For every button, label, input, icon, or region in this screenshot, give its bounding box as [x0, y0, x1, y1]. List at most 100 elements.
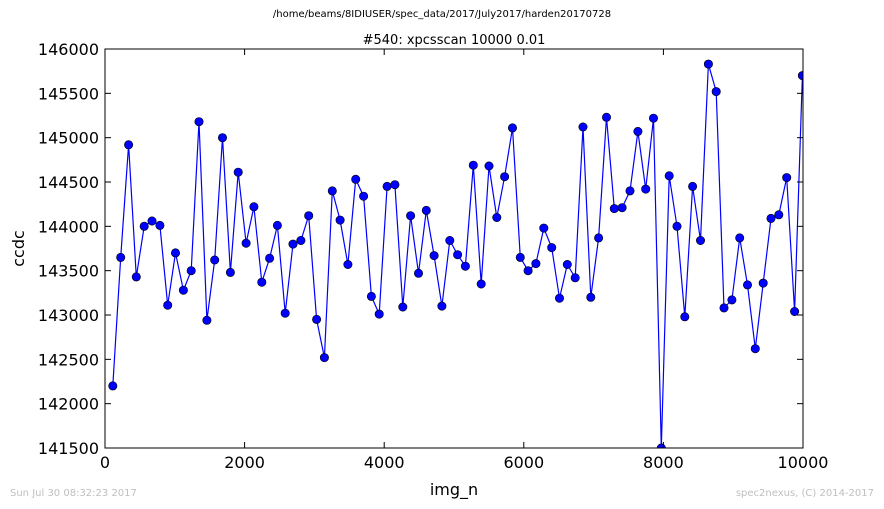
data-point: [648, 113, 658, 123]
data-point: [304, 211, 314, 221]
data-point: [500, 172, 510, 182]
data-point: [797, 71, 803, 81]
chart-title: #540: xpcsscan 10000 0.01: [363, 33, 546, 48]
data-point: [664, 171, 674, 181]
y-tick-label: 141500: [38, 439, 99, 458]
data-point: [421, 205, 431, 215]
data-point: [672, 221, 682, 231]
data-point: [453, 250, 463, 260]
data-point: [312, 314, 322, 324]
data-point: [523, 266, 533, 276]
data-point: [108, 381, 118, 391]
data-point: [774, 210, 784, 220]
data-point: [366, 291, 376, 301]
data-point: [766, 213, 776, 223]
data-point: [390, 180, 400, 190]
data-point: [186, 266, 196, 276]
data-point: [617, 203, 627, 213]
x-tick-label: 6000: [503, 453, 544, 472]
y-tick-label: 146000: [38, 40, 99, 59]
data-point: [194, 117, 204, 127]
data-point: [782, 173, 792, 183]
data-point: [319, 353, 329, 363]
figure-suptitle: /home/beams/8IDIUSER/spec_data/2017/July…: [272, 9, 612, 20]
data-point: [531, 259, 541, 269]
data-point: [562, 259, 572, 269]
data-point: [703, 59, 713, 69]
data-point: [492, 213, 502, 223]
data-point: [507, 123, 517, 133]
data-point: [758, 278, 768, 288]
data-point: [343, 259, 353, 269]
data-point: [460, 261, 470, 271]
data-point: [233, 167, 243, 177]
data-point: [374, 309, 384, 319]
data-point: [570, 273, 580, 283]
x-tick-label: 4000: [364, 453, 405, 472]
data-point: [327, 186, 337, 196]
data-point: [131, 272, 141, 282]
data-point: [210, 255, 220, 265]
data-point: [601, 112, 611, 122]
data-point: [735, 233, 745, 243]
data-point: [225, 267, 235, 277]
data-point: [680, 312, 690, 322]
y-tick-label: 143000: [38, 306, 99, 325]
data-point: [437, 301, 447, 311]
data-point: [171, 248, 181, 258]
y-tick-label: 144500: [38, 173, 99, 192]
x-tick-label: 2000: [224, 453, 265, 472]
data-point: [398, 302, 408, 312]
data-point: [429, 251, 439, 261]
data-point: [594, 233, 604, 243]
data-point: [139, 221, 149, 231]
data-point: [742, 280, 752, 290]
data-point: [688, 181, 698, 191]
data-point: [351, 174, 361, 184]
data-point: [539, 223, 549, 233]
data-point: [484, 161, 494, 171]
data-point: [288, 239, 298, 249]
data-point: [578, 122, 588, 132]
data-point: [633, 127, 643, 137]
data-point: [609, 204, 619, 214]
data-point: [476, 279, 486, 289]
data-point: [249, 202, 259, 212]
data-point: [515, 252, 525, 262]
data-point: [163, 300, 173, 310]
data-point: [265, 253, 275, 263]
y-tick-label: 142500: [38, 350, 99, 369]
data-point: [406, 211, 416, 221]
x-tick-label: 0: [100, 453, 110, 472]
data-point: [257, 277, 267, 287]
data-point: [413, 268, 423, 278]
data-point: [790, 306, 800, 316]
data-point: [711, 87, 721, 97]
data-point: [296, 236, 306, 246]
data-point: [554, 293, 564, 303]
y-tick-label: 143500: [38, 262, 99, 281]
data-point: [155, 220, 165, 230]
data-point: [695, 236, 705, 246]
data-point: [218, 133, 228, 143]
data-point: [178, 285, 188, 295]
data-point: [147, 216, 157, 226]
data-point: [641, 184, 651, 194]
y-tick-label: 142000: [38, 395, 99, 414]
y-tick-label: 145500: [38, 84, 99, 103]
y-tick-label: 145000: [38, 129, 99, 148]
data-point: [272, 220, 282, 230]
data-point: [280, 308, 290, 318]
data-point: [750, 344, 760, 354]
data-point: [719, 303, 729, 313]
data-point: [445, 236, 455, 246]
x-tick-label: 10000: [778, 453, 829, 472]
data-point: [202, 315, 212, 325]
data-point: [468, 160, 478, 170]
data-point: [382, 181, 392, 191]
data-point: [625, 186, 635, 196]
data-point: [241, 238, 251, 248]
data-point: [335, 215, 345, 225]
footer-credit: spec2nexus, (C) 2014-2017: [735, 488, 874, 499]
